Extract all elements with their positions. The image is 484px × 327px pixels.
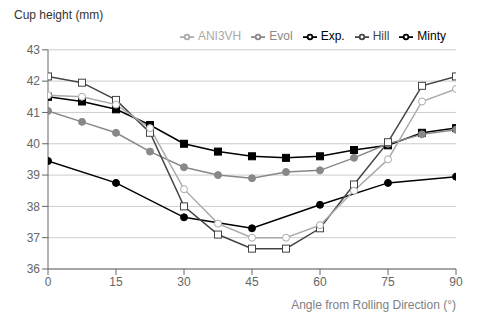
svg-text:37: 37 [27, 231, 41, 245]
svg-text:40: 40 [27, 137, 41, 151]
svg-text:90: 90 [449, 275, 463, 289]
svg-text:41: 41 [27, 106, 41, 120]
svg-text:36: 36 [27, 262, 41, 276]
html-text:ANI3VH: ANI3VH [197, 29, 242, 43]
svg-text:42: 42 [27, 74, 41, 88]
svg-text:0: 0 [45, 275, 52, 289]
html-text:Evol: Evol [269, 29, 293, 43]
svg-text:38: 38 [27, 200, 41, 214]
html-text:Hill: Hill [372, 29, 390, 43]
html-text:Cup height (mm): Cup height (mm) [14, 8, 104, 22]
svg-text:60: 60 [313, 275, 327, 289]
svg-text:30: 30 [177, 275, 191, 289]
svg-text:75: 75 [381, 275, 395, 289]
svg-text:Angle from Rolling Direction (: Angle from Rolling Direction (°) [291, 298, 456, 312]
svg-text:39: 39 [27, 168, 41, 182]
html-text:Exp.: Exp. [320, 29, 345, 43]
svg-text:45: 45 [245, 275, 259, 289]
svg-text:15: 15 [109, 275, 123, 289]
html-text:Minty: Minty [417, 29, 446, 43]
svg-text:43: 43 [27, 43, 41, 57]
